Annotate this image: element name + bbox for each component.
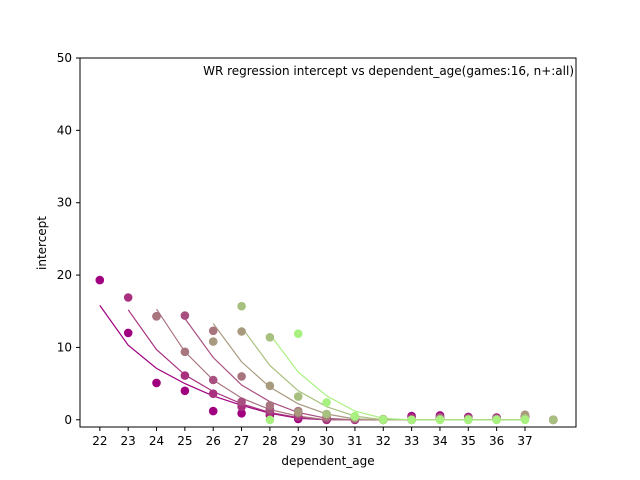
x-tick-label: 33 — [404, 434, 419, 448]
y-tick-label: 10 — [57, 340, 72, 354]
y-tick-label: 0 — [64, 413, 72, 427]
data-point-4-1 — [152, 312, 161, 321]
data-point-7-5 — [379, 415, 388, 425]
x-tick-label: 34 — [432, 434, 447, 448]
chart-title: WR regression intercept vs dependent_age… — [203, 64, 574, 78]
x-tick-label: 30 — [319, 434, 334, 448]
data-point-1-2 — [123, 328, 133, 338]
x-tick-label: 27 — [234, 434, 249, 448]
x-tick-label: 31 — [347, 434, 362, 448]
data-point-7-9 — [492, 415, 501, 425]
x-axis-label: dependent_age — [281, 454, 374, 468]
data-point-2-4 — [208, 389, 218, 399]
data-point-7-2 — [293, 329, 303, 339]
data-point-4-2 — [180, 347, 190, 357]
data-point-7-6 — [407, 415, 416, 425]
data-point-7-4 — [350, 411, 360, 421]
x-tick-label: 28 — [262, 434, 277, 448]
data-points — [95, 275, 558, 425]
x-tick-label: 26 — [206, 434, 221, 448]
x-axis: 22 23 24 25 26 27 28 29 30 31 32 33 34 35 36 37 — [92, 427, 533, 448]
data-point-2-3 — [180, 371, 190, 380]
data-point-1-6 — [237, 409, 246, 418]
y-tick-label: 40 — [57, 123, 72, 137]
y-tick-label: 20 — [57, 268, 72, 282]
data-point-1-4 — [180, 386, 190, 396]
x-tick-label: 32 — [376, 434, 391, 448]
data-point-2-1 — [123, 293, 133, 302]
data-point-4-5 — [265, 401, 275, 410]
data-point-6-3 — [293, 392, 303, 401]
y-axis: 0 10 20 30 40 50 — [57, 51, 80, 427]
data-point-5-2 — [237, 327, 246, 336]
x-tick-label: 22 — [92, 434, 107, 448]
data-point-4-3 — [208, 326, 218, 336]
x-tick-label: 23 — [121, 434, 136, 448]
x-tick-label: 35 — [461, 434, 476, 448]
data-point-6-2 — [265, 333, 275, 342]
fit-line-7 — [269, 334, 525, 421]
data-point-7-1 — [265, 415, 275, 425]
data-point-7-7 — [435, 415, 445, 425]
y-tick-label: 50 — [57, 51, 72, 65]
data-point-3-2 — [208, 375, 218, 385]
y-axis-label: intercept — [35, 216, 49, 270]
data-point-3-3 — [237, 397, 246, 407]
data-point-7-8 — [464, 415, 473, 425]
data-point-5-1 — [208, 337, 218, 346]
y-tick-label: 30 — [57, 196, 72, 210]
data-point-7-3 — [322, 398, 331, 407]
data-point-1-5 — [208, 406, 218, 416]
x-tick-label: 25 — [177, 434, 192, 448]
data-point-5-3 — [265, 381, 275, 391]
x-tick-label: 24 — [149, 434, 164, 448]
data-point-5-4 — [293, 408, 303, 417]
data-point-7-10 — [520, 415, 530, 425]
data-point-3-1 — [180, 311, 190, 320]
x-tick-label: 37 — [517, 434, 532, 448]
data-point-6-1 — [237, 301, 246, 311]
data-point-4-4 — [237, 372, 246, 381]
plot-frame — [79, 57, 577, 428]
data-point-6-12 — [549, 415, 558, 425]
x-tick-label: 29 — [291, 434, 306, 448]
data-point-1-3 — [152, 378, 161, 388]
data-point-6-4 — [322, 409, 331, 419]
x-tick-label: 36 — [489, 434, 504, 448]
data-point-1-1 — [95, 275, 105, 285]
